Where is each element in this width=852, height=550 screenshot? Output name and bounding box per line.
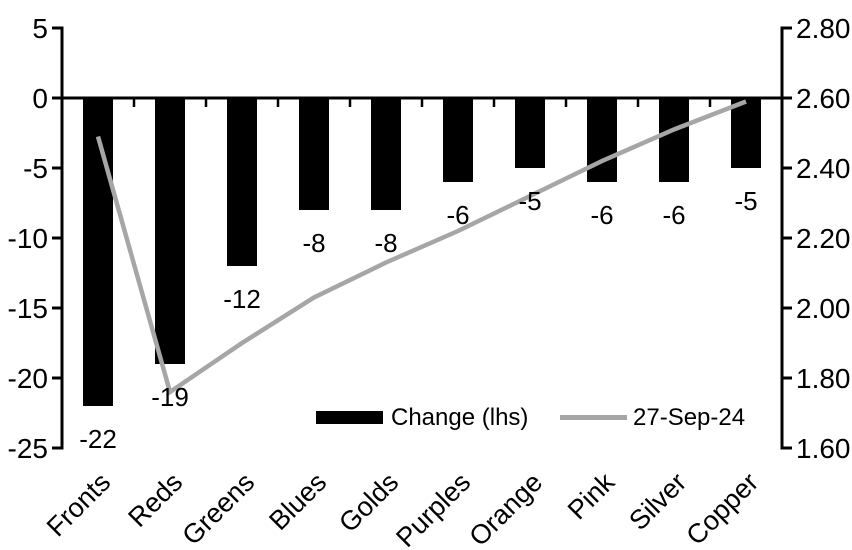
- bar-label-orange: -5: [518, 186, 541, 216]
- left-axis-label: 5: [32, 13, 48, 44]
- left-axis-label: 0: [32, 83, 48, 114]
- bar-orange: [515, 98, 545, 168]
- line-series-27-sep-24: [95, 99, 747, 396]
- left-axis-label: -15: [8, 293, 48, 324]
- bar-copper: [731, 98, 761, 168]
- right-axis-label: 1.80: [796, 363, 851, 394]
- legend-bar-swatch: [316, 411, 383, 424]
- legend: Change (lhs) 27-Sep-24: [316, 404, 745, 431]
- right-axis-label: 1.60: [796, 433, 851, 464]
- left-axis: 5 0 -5 -10 -15 -20 -25: [8, 13, 64, 464]
- legend-label-27-sep-24: 27-Sep-24: [633, 404, 745, 431]
- left-axis-label: -20: [8, 363, 48, 394]
- bar-silver: [659, 98, 689, 182]
- right-axis-label: 2.00: [796, 293, 851, 324]
- legend-label-change-lhs: Change (lhs): [391, 404, 528, 431]
- bar-fronts: [83, 98, 113, 406]
- legend-line-swatch: [560, 415, 627, 420]
- bar-label-silver: -6: [662, 200, 685, 230]
- bar-greens: [227, 98, 257, 266]
- bar-label-greens: -12: [223, 284, 261, 314]
- bar-data-labels: -22 -19 -12 -8 -8 -6 -5 -6 -6 -5: [79, 186, 757, 454]
- zero-baseline: [60, 96, 784, 107]
- bar-label-fronts: -22: [79, 424, 117, 454]
- right-axis-label: 2.40: [796, 153, 851, 184]
- right-axis: 2.80 2.60 2.40 2.20 2.00 1.80 1.60: [780, 13, 851, 464]
- bar-golds: [371, 98, 401, 210]
- left-axis-label: -5: [23, 153, 48, 184]
- bar-series-change-lhs: [83, 98, 761, 406]
- left-axis-label: -25: [8, 433, 48, 464]
- bar-label-blues: -8: [302, 228, 325, 258]
- bar-pink: [587, 98, 617, 182]
- bar-label-copper: -5: [734, 186, 757, 216]
- bar-label-purples: -6: [446, 200, 469, 230]
- bar-purples: [443, 98, 473, 182]
- bar-blues: [299, 98, 329, 210]
- right-axis-label: 2.60: [796, 83, 851, 114]
- left-axis-label: -10: [8, 223, 48, 254]
- bar-reds: [155, 98, 185, 364]
- right-axis-label: 2.20: [796, 223, 851, 254]
- right-axis-label: 2.80: [796, 13, 851, 44]
- bar-label-pink: -6: [590, 200, 613, 230]
- bar-label-reds: -19: [151, 382, 189, 412]
- bar-label-golds: -8: [374, 228, 397, 258]
